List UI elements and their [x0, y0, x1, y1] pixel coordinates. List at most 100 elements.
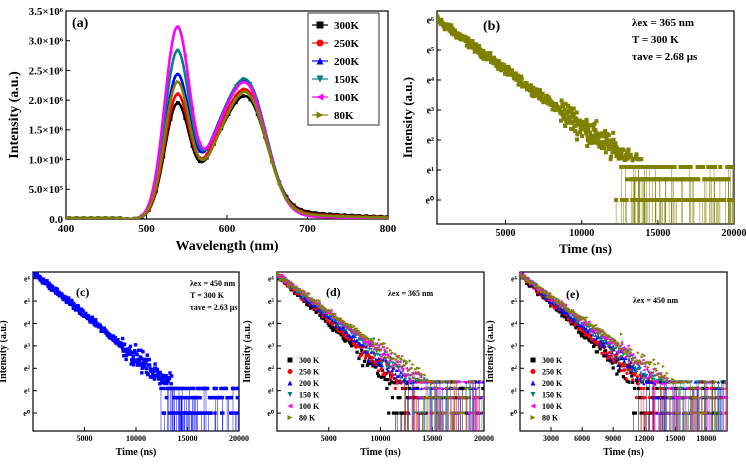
data-point: [588, 130, 593, 135]
data-point: [461, 396, 465, 400]
data-point-80K: [176, 79, 180, 84]
data-point: [687, 198, 692, 202]
x-tick-label: 5000: [496, 228, 516, 239]
data-point: [524, 81, 529, 86]
data-point: [651, 371, 655, 375]
data-point: [659, 380, 664, 384]
data-point: [636, 382, 640, 386]
data-point: [585, 138, 590, 143]
data-point: [393, 386, 397, 391]
data-point: [671, 177, 676, 182]
data-point: [160, 380, 164, 384]
data-point: [572, 309, 576, 314]
data-point: [558, 300, 562, 304]
data-point-80K: [96, 216, 100, 219]
data-point: [663, 411, 667, 415]
data-point: [668, 381, 672, 385]
data-point: [449, 386, 453, 391]
data-point: [55, 287, 59, 292]
data-point: [705, 386, 709, 391]
data-point-80K: [263, 134, 267, 138]
data-point: [656, 373, 660, 377]
legend-marker: [287, 380, 293, 386]
data-point: [389, 364, 394, 368]
data-point: [663, 374, 667, 378]
data-point: [305, 297, 309, 301]
data-point: [157, 373, 161, 378]
data-point: [625, 371, 629, 375]
data-point: [146, 371, 150, 376]
data-point: [345, 330, 349, 334]
data-point: [670, 411, 674, 415]
data-point: [651, 367, 655, 371]
data-point: [657, 396, 661, 400]
data-point: [412, 376, 416, 380]
x-tick-label: 15000: [645, 228, 670, 239]
data-point: [328, 316, 332, 321]
data-point: [213, 411, 217, 415]
data-point: [622, 359, 626, 363]
data-point: [294, 285, 299, 289]
data-point: [370, 337, 374, 341]
data-point: [626, 364, 630, 368]
data-point: [416, 386, 420, 391]
data-point: [436, 380, 440, 384]
data-point: [643, 396, 647, 400]
data-point: [364, 337, 369, 341]
data-point: [456, 411, 460, 415]
data-point: [378, 349, 382, 353]
data-point-100K: [176, 24, 180, 29]
data-point-80K: [299, 210, 303, 214]
data-point: [552, 296, 557, 300]
x-axis-label: Time (ns): [116, 447, 157, 458]
data-point: [374, 357, 378, 361]
data-point: [448, 380, 452, 384]
data-point: [586, 123, 591, 128]
data-point: [319, 311, 323, 315]
data-point: [606, 358, 611, 362]
data-point: [388, 382, 392, 386]
data-point: [608, 154, 613, 159]
data-point: [442, 411, 446, 415]
data-point: [615, 150, 620, 155]
data-point: [564, 317, 569, 321]
y-tick-label: e⁰: [267, 409, 275, 418]
data-point: [624, 347, 628, 351]
legend-marker: [316, 93, 324, 101]
data-point: [681, 198, 686, 202]
data-point: [197, 386, 202, 391]
data-point: [136, 348, 141, 353]
data-point: [293, 287, 297, 292]
x-tick-label: 6000: [574, 434, 590, 443]
data-point: [434, 396, 438, 400]
data-point: [538, 285, 543, 289]
data-point: [621, 148, 626, 153]
data-point: [578, 331, 583, 335]
data-point: [450, 26, 455, 31]
data-point: [625, 151, 630, 156]
data-point: [139, 348, 143, 353]
data-point: [566, 114, 571, 119]
data-point: [564, 110, 569, 115]
data-point: [583, 128, 588, 133]
legend-marker: [287, 403, 293, 409]
data-point: [155, 368, 160, 372]
data-point: [648, 373, 653, 378]
data-point-80K: [205, 155, 209, 160]
data-point: [415, 370, 419, 374]
data-point: [418, 375, 423, 379]
data-point: [688, 380, 693, 384]
data-point: [423, 386, 427, 391]
data-point: [432, 411, 437, 415]
data-point: [366, 342, 370, 346]
data-point: [445, 386, 450, 391]
data-point: [393, 411, 397, 415]
data-point: [571, 106, 576, 111]
panel-label: (c): [76, 285, 89, 299]
data-point: [629, 350, 633, 354]
data-point: [414, 377, 418, 382]
data-point: [701, 165, 706, 169]
data-point: [653, 362, 657, 366]
data-point: [627, 380, 631, 384]
data-point: [395, 411, 399, 415]
